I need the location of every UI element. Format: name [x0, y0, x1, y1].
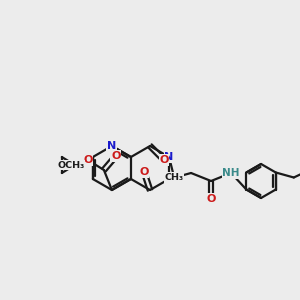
Text: CH₃: CH₃: [164, 172, 184, 182]
Text: OCH₃: OCH₃: [57, 160, 85, 169]
Text: N: N: [164, 152, 174, 162]
Text: N: N: [164, 174, 174, 184]
Text: O: O: [111, 151, 121, 161]
Text: O: O: [159, 155, 169, 165]
Text: O: O: [139, 167, 149, 177]
Text: O: O: [83, 155, 93, 165]
Text: O: O: [206, 194, 216, 204]
Text: NH: NH: [222, 168, 240, 178]
Text: N: N: [107, 141, 116, 151]
